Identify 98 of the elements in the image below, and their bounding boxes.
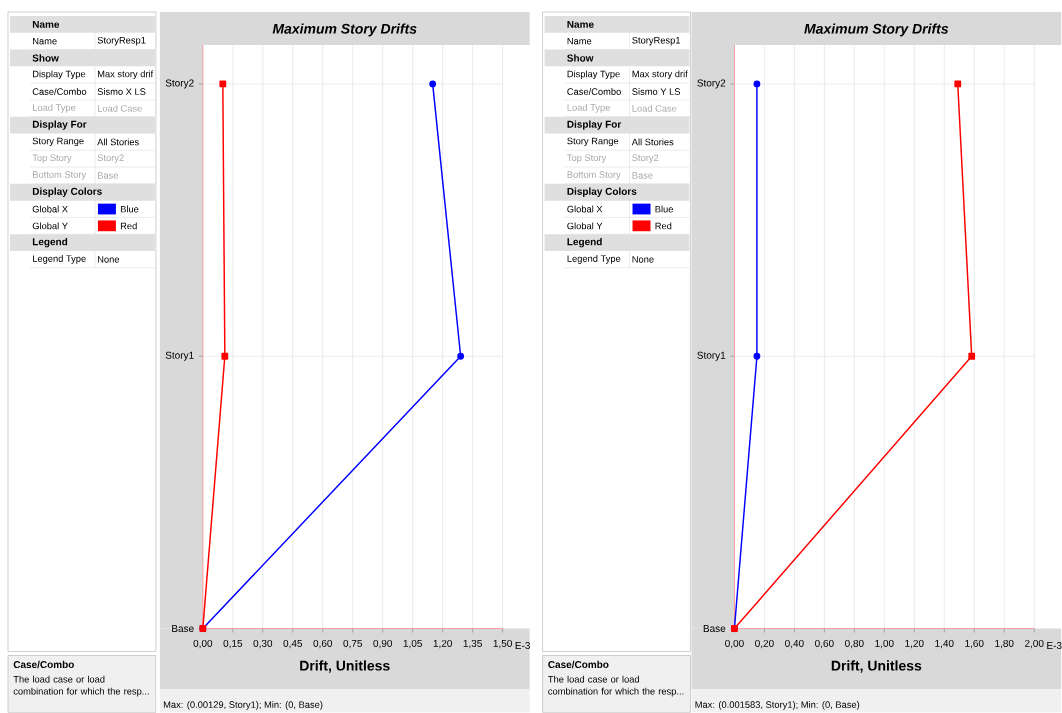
y-tick-label: Story1 (165, 351, 194, 361)
y-tick-label: Story2 (165, 79, 194, 89)
text: Base (97, 172, 119, 179)
text: Story2 (97, 154, 124, 164)
text: Name (567, 21, 594, 29)
text: Display Colors (32, 187, 102, 198)
x-axis-title: Drift, Unitless (300, 660, 390, 673)
x-tick-label: 0,90 (373, 640, 393, 649)
text: Load Type (33, 104, 76, 113)
text: Case/Combo (13, 660, 74, 669)
x-tick-label: 0,60 (815, 640, 834, 649)
text: Blue (655, 205, 674, 213)
text: Story2 (632, 154, 659, 164)
x-tick-label: 0,00 (193, 640, 213, 649)
text: Max: (0.001583, Story1); Min: (0, Base) (695, 701, 860, 710)
text: All Stories (631, 138, 674, 146)
x-tick-label: 0,80 (845, 640, 864, 649)
x-tick-label: 1,50 (493, 640, 512, 649)
x-tick-label: 0,60 (313, 640, 333, 649)
text: The load case or load combination for which the resp... (13, 675, 149, 697)
x-tick-label: 1,80 (995, 640, 1014, 649)
text: Load Type (567, 104, 610, 113)
text: Load Case (97, 105, 142, 112)
x-tick-label: 1,00 (875, 640, 894, 649)
text: Name (567, 38, 592, 45)
text: Legend Type (33, 255, 86, 264)
text: Max story drif (632, 70, 688, 80)
point (753, 80, 761, 88)
point (753, 352, 761, 360)
text: None (632, 256, 654, 263)
x-tick-label: 1,05 (403, 640, 422, 649)
text: The load case or load combination for which the resp... (548, 675, 684, 697)
text: Display Type (33, 70, 86, 80)
text: Case/Combo (567, 88, 621, 96)
text: Sismo X LS (97, 88, 146, 96)
text: Bottom Story (33, 171, 87, 180)
text: Load Case (632, 105, 677, 112)
text: Name (33, 38, 57, 45)
x-tick-label: 0,75 (343, 640, 363, 649)
text: Case/Combo (32, 88, 87, 96)
text: E-3 (1047, 642, 1062, 650)
x-tick-label: 0,30 (253, 640, 273, 649)
point (429, 80, 437, 88)
text: Show (32, 54, 59, 62)
y-tick-label: Base (172, 625, 194, 633)
text: Sismo Y LS (632, 88, 681, 96)
text: Global Y (567, 222, 603, 230)
text: Max story drif (97, 70, 154, 80)
text: Legend (567, 238, 602, 248)
x-tick-label: 0,40 (785, 640, 804, 649)
text: Global X (567, 205, 603, 213)
text: Bottom Story (567, 171, 621, 180)
text: Case/Combo (548, 660, 609, 669)
x-tick-label: 0,20 (755, 640, 774, 649)
y-tick-label: Story2 (697, 79, 726, 89)
text: All Stories (97, 138, 139, 146)
text: Base (632, 172, 653, 179)
x-tick-label: 1,60 (965, 640, 984, 649)
x-tick-label: 1,35 (463, 640, 482, 649)
x-tick-label: 1,40 (935, 640, 954, 649)
x-tick-label: 0,00 (725, 640, 744, 649)
point (219, 80, 227, 88)
text: Display For (567, 120, 622, 130)
point (968, 352, 976, 360)
text: StoryResp1 (632, 37, 681, 46)
text: Global X (32, 205, 68, 213)
text: Red (655, 222, 672, 230)
x-axis-title: Drift, Unitless (831, 660, 922, 673)
text: Display Type (567, 70, 620, 80)
text: Red (120, 222, 137, 230)
text: Max: (0.00129, Story1); Min: (0, Base) (163, 701, 323, 710)
text: Story Range (32, 137, 84, 147)
point (221, 352, 229, 360)
x-tick-label: 1,20 (433, 640, 452, 649)
text: Top Story (32, 154, 72, 164)
x-tick-label: 2,00 (1024, 640, 1044, 649)
chart-title: Maximum Story Drifts (272, 23, 417, 37)
text: Story Range (567, 137, 619, 147)
text: None (97, 256, 120, 263)
text: Legend Type (567, 255, 621, 264)
y-tick-label: Story1 (697, 351, 726, 361)
x-tick-label: 1,20 (905, 640, 924, 649)
y-tick-label: Base (703, 625, 726, 633)
text: Legend (32, 238, 68, 248)
chart-title: Maximum Story Drifts (804, 23, 949, 37)
text: Display For (32, 120, 87, 130)
x-tick-label: 0,15 (223, 640, 243, 649)
text: Name (32, 21, 60, 29)
point (954, 80, 962, 88)
x-tick-label: 0,45 (283, 640, 303, 649)
text: Global Y (32, 222, 68, 230)
text: Show (567, 54, 594, 62)
text: Blue (120, 205, 139, 213)
text: Display Colors (567, 187, 637, 198)
text: Top Story (567, 154, 607, 164)
text: E-3 (515, 642, 530, 650)
point (457, 352, 465, 360)
text: StoryResp1 (97, 37, 146, 46)
